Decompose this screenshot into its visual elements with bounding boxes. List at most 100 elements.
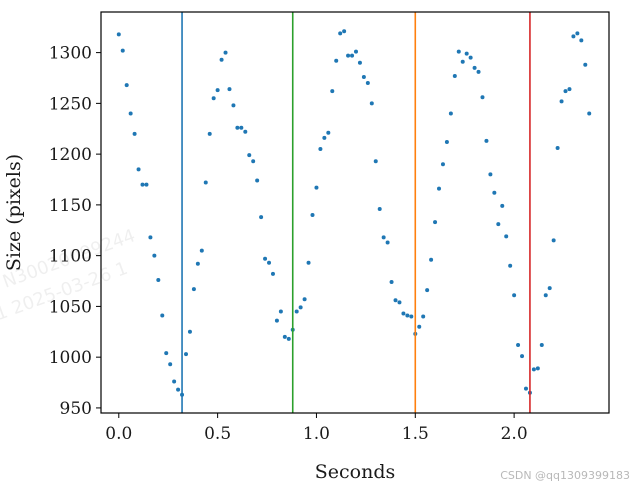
data-point — [373, 159, 378, 164]
data-point — [579, 38, 584, 43]
data-point — [243, 129, 248, 134]
data-point — [132, 131, 137, 136]
data-point — [346, 53, 351, 58]
credit-text: CSDN @qq1309399183 — [500, 469, 630, 482]
data-point — [223, 50, 228, 55]
x-tick-label: 2.0 — [501, 424, 528, 444]
data-point — [547, 286, 552, 291]
data-point — [559, 99, 564, 104]
data-point — [496, 222, 501, 227]
data-point — [377, 206, 382, 211]
y-tick-label: 1100 — [49, 247, 92, 267]
data-point — [278, 309, 283, 314]
data-point — [318, 147, 323, 152]
data-point — [429, 257, 434, 262]
data-point — [452, 73, 457, 78]
data-point — [551, 238, 556, 243]
data-point — [492, 190, 497, 195]
y-axis-label: Size (pixels) — [3, 154, 25, 271]
data-point — [120, 48, 125, 53]
data-point — [302, 297, 307, 302]
data-point — [476, 69, 481, 74]
data-point — [488, 172, 493, 177]
data-point — [191, 287, 196, 292]
data-point — [334, 58, 339, 63]
data-point — [259, 215, 264, 220]
data-point — [298, 305, 303, 310]
data-point — [144, 182, 149, 187]
y-tick-label: 1050 — [49, 297, 92, 317]
data-point — [286, 336, 291, 341]
data-point — [437, 186, 442, 191]
data-point — [433, 220, 438, 225]
data-point — [282, 334, 287, 339]
data-point — [357, 60, 362, 65]
data-point — [247, 153, 252, 158]
x-tick-label: 1.5 — [402, 424, 429, 444]
data-point — [468, 55, 473, 60]
data-point — [172, 379, 177, 384]
data-point — [520, 354, 525, 359]
data-point — [306, 260, 311, 265]
data-point — [207, 131, 212, 136]
data-point — [274, 318, 279, 323]
x-tick-label: 1.0 — [303, 424, 330, 444]
data-point — [523, 386, 528, 391]
data-point — [440, 162, 445, 167]
data-point — [484, 138, 489, 143]
data-point — [397, 300, 402, 305]
data-point — [480, 95, 485, 100]
data-point — [472, 65, 477, 70]
data-point — [322, 135, 327, 140]
data-point — [215, 88, 220, 93]
data-point — [168, 362, 173, 367]
data-point — [294, 309, 299, 314]
data-point — [270, 271, 275, 276]
data-point — [361, 74, 366, 79]
data-point — [365, 81, 370, 86]
data-point — [176, 387, 181, 392]
data-point — [405, 313, 410, 318]
data-point — [535, 366, 540, 371]
data-point — [342, 29, 347, 34]
data-point — [203, 180, 208, 185]
data-point — [567, 87, 572, 92]
data-point — [353, 49, 358, 54]
data-point — [369, 101, 374, 106]
x-tick-label: 0.5 — [204, 424, 231, 444]
data-point — [255, 178, 260, 183]
data-point — [409, 314, 414, 319]
data-point — [251, 159, 256, 164]
x-axis-label: Seconds — [315, 461, 396, 483]
axes: 0.0 0.5 1.0 1.5 2.0 950 1000 1050 1100 1150 1200 12… — [49, 44, 528, 444]
data-point — [571, 34, 576, 39]
data-point — [531, 367, 536, 372]
data-point — [381, 235, 386, 240]
data-point — [539, 342, 544, 347]
data-point — [425, 288, 430, 293]
data-point — [116, 32, 121, 37]
data-point — [124, 83, 129, 88]
data-point — [350, 53, 355, 58]
data-point — [164, 351, 169, 356]
data-point — [401, 311, 406, 316]
data-point — [330, 89, 335, 94]
data-point — [448, 111, 453, 116]
data-point — [543, 293, 548, 298]
data-point — [140, 182, 145, 187]
data-point — [314, 185, 319, 190]
plot-area — [116, 12, 592, 413]
data-point — [417, 324, 422, 329]
y-tick-label: 1000 — [49, 348, 92, 368]
plot-frame — [100, 11, 610, 414]
data-point — [267, 260, 272, 265]
x-tick-label: 0.0 — [105, 424, 132, 444]
data-point — [263, 256, 268, 261]
y-tick-label: 1300 — [49, 44, 92, 64]
data-point — [156, 278, 161, 283]
data-point — [338, 31, 343, 36]
data-point — [184, 352, 188, 357]
data-point — [421, 314, 426, 319]
data-point — [508, 263, 513, 268]
data-point — [128, 111, 133, 116]
